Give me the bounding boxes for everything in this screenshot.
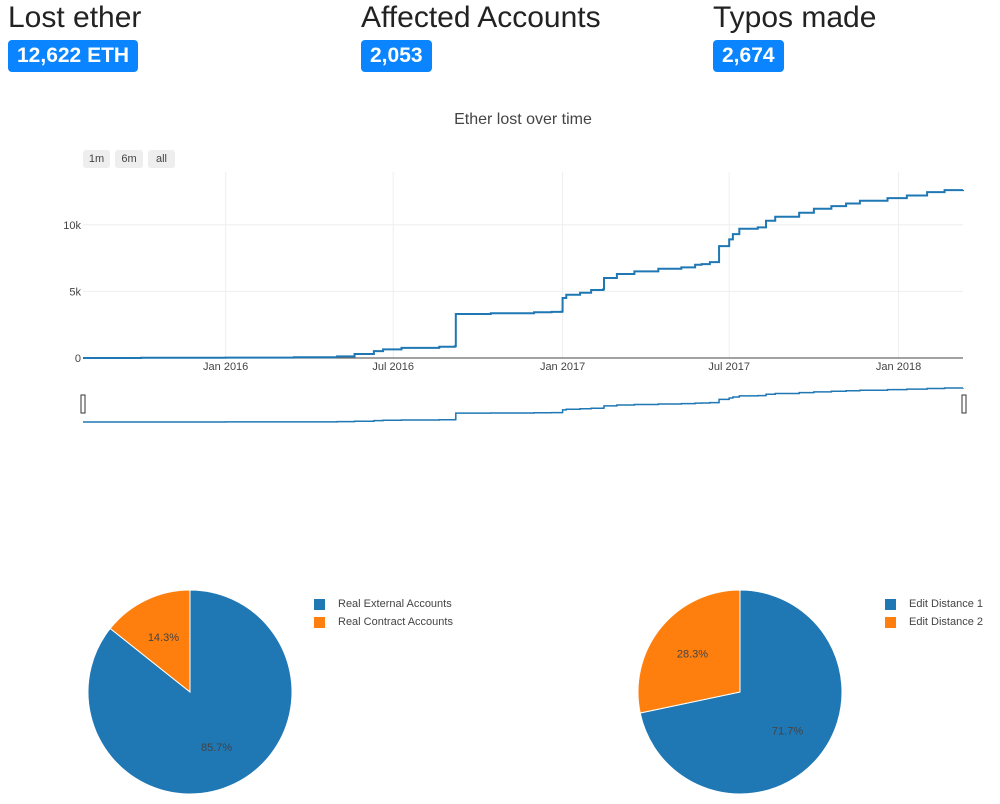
pie-slice — [639, 589, 843, 795]
x-tick-label: Jan 2016 — [203, 361, 248, 373]
series-line-ether-lost — [83, 189, 964, 359]
legend-label: Real Contract Accounts — [338, 616, 453, 628]
pie-slice — [637, 589, 741, 714]
pie-legend-edit-distance: Edit Distance 1 Edit Distance 2 — [885, 595, 983, 631]
pie-legend-account-types: Real External Accounts Real Contract Acco… — [314, 595, 453, 631]
line-chart: 0 5k 10k Jan 2016 Jul 2016 Jan 2017 Jul 2017 Ja… — [63, 172, 967, 423]
pie-chart-account-types: 85.7% 14.3% — [87, 589, 293, 795]
y-tick-label: 10k — [63, 220, 81, 232]
legend-item[interactable]: Edit Distance 2 — [885, 613, 983, 631]
stat-title: Typos made — [713, 1, 877, 34]
x-tick-label: Jul 2017 — [708, 361, 750, 373]
stat-lost-ether: Lost ether 12,622 ETH — [8, 0, 141, 72]
stat-affected-accounts: Affected Accounts 2,053 — [361, 0, 601, 72]
range-slider-line — [83, 387, 964, 423]
legend-swatch — [885, 616, 896, 628]
pie-slice-label: 28.3% — [677, 648, 708, 660]
x-tick-label: Jan 2018 — [876, 361, 921, 373]
range-slider-handle-left[interactable] — [80, 394, 86, 414]
legend-swatch — [314, 598, 325, 610]
stat-title: Lost ether — [8, 1, 142, 34]
legend-swatch — [885, 598, 896, 610]
y-tick-label: 0 — [75, 353, 81, 365]
pie-slice — [87, 589, 293, 795]
legend-label: Edit Distance 1 — [909, 598, 983, 610]
x-tick-label: Jan 2017 — [540, 361, 585, 373]
range-slider-handle-right[interactable] — [961, 394, 967, 414]
range-button-6m[interactable]: 6m — [115, 150, 143, 168]
pie-slice-label: 85.7% — [201, 742, 232, 754]
x-tick-label: Jul 2016 — [372, 361, 414, 373]
pie-chart-edit-distance: 71.7% 28.3% — [637, 589, 843, 795]
stat-title: Affected Accounts — [361, 1, 601, 34]
stat-badge: 12,622 ETH — [8, 40, 139, 72]
stat-badge: 2,674 — [713, 40, 784, 72]
legend-item[interactable]: Real External Accounts — [314, 595, 453, 613]
legend-label: Real External Accounts — [338, 598, 452, 610]
y-tick-label: 5k — [69, 286, 81, 298]
legend-label: Edit Distance 2 — [909, 616, 983, 628]
legend-item[interactable]: Edit Distance 1 — [885, 595, 983, 613]
stat-typos-made: Typos made 2,674 — [713, 0, 876, 72]
stat-badge: 2,053 — [361, 40, 432, 72]
legend-item[interactable]: Real Contract Accounts — [314, 613, 453, 631]
pie-slice-label: 14.3% — [148, 632, 179, 644]
line-chart-title: Ether lost over time — [454, 111, 592, 128]
range-button-1m[interactable]: 1m — [83, 150, 110, 168]
pie-slice-label: 71.7% — [772, 726, 803, 738]
pie-slice — [109, 589, 191, 694]
range-button-all[interactable]: all — [148, 150, 175, 168]
legend-swatch — [314, 616, 325, 628]
